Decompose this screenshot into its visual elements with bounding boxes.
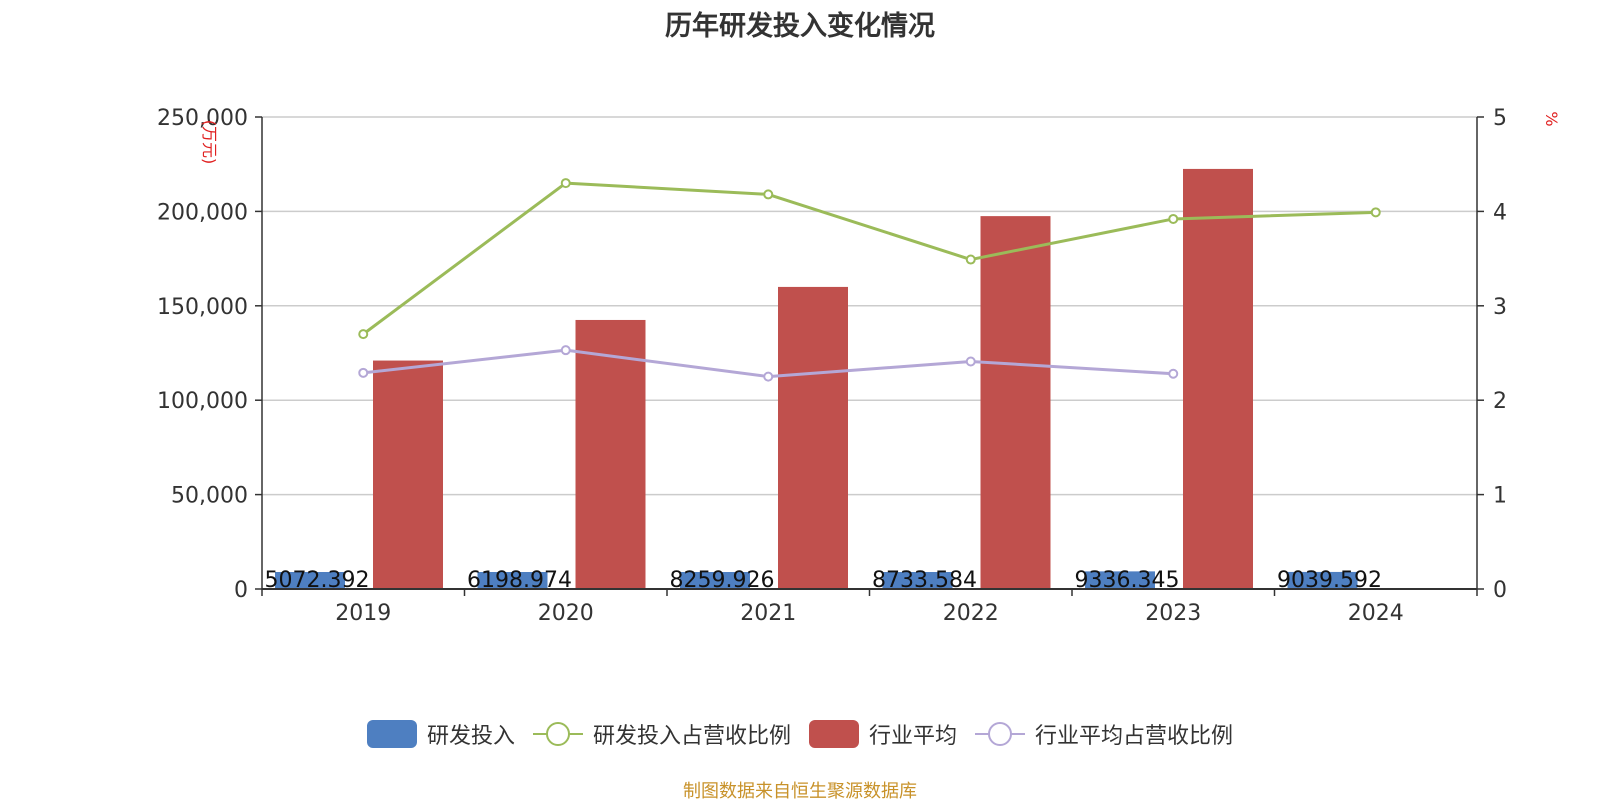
point-industry-ratio	[763, 371, 774, 382]
point-rd-ratio	[965, 254, 976, 265]
y-left-tick-label: 50,000	[171, 484, 248, 509]
y-right-tick-label: 5	[1493, 106, 1507, 131]
bar-rd-2023	[1085, 571, 1155, 589]
bar-industry-2021	[778, 286, 848, 589]
legend-swatch-industry-ratio	[975, 720, 1026, 748]
legend-label-rd: 研发投入	[426, 724, 515, 749]
bar-rd-2021	[680, 572, 750, 589]
legend-label-industry-ratio: 行业平均占营收比例	[1035, 724, 1234, 749]
point-rd-ratio	[560, 178, 571, 189]
y-right-tick-label: 0	[1493, 578, 1507, 603]
y-right-tick-label: 1	[1493, 484, 1507, 509]
y-left-tick-label: 200,000	[157, 200, 248, 225]
x-tick-label-2022: 2022	[943, 601, 999, 626]
line-rd-ratio	[362, 181, 1376, 336]
data-label-rd-2024: 9039.592	[1277, 568, 1382, 593]
legend-label-rd-ratio: 研发投入占营收比例	[592, 724, 791, 749]
data-label-rd-2021: 8259.926	[670, 568, 775, 593]
y-left-tick-label: 0	[234, 578, 248, 603]
x-tick-label-2023: 2023	[1145, 601, 1201, 626]
point-industry-ratio	[358, 367, 369, 378]
bar-rd-2024	[1287, 571, 1358, 589]
bar-industry-2022	[980, 216, 1051, 589]
y-right-tick-label: 3	[1493, 295, 1507, 320]
point-industry-ratio	[560, 345, 571, 356]
y-right-tick-label: 4	[1493, 200, 1507, 225]
data-label-rd-2023: 9336.345	[1075, 568, 1180, 593]
bar-rd-2020	[477, 572, 548, 589]
legend-label-industry: 行业平均	[869, 724, 958, 749]
x-tick-label-2024: 2024	[1348, 601, 1404, 626]
legend-item-industry[interactable]: 行业平均	[809, 718, 957, 750]
point-industry-ratio	[1168, 368, 1179, 379]
bar-rd-2019	[275, 572, 345, 589]
legend-item-industry-ratio[interactable]: 行业平均占营收比例	[975, 718, 1233, 750]
point-industry-ratio	[965, 356, 976, 367]
bar-industry-2019	[373, 360, 443, 589]
bar-industry-2023	[1183, 168, 1253, 590]
x-tick-label-2019: 2019	[335, 601, 391, 626]
data-label-rd-2022: 8733.584	[872, 568, 977, 593]
legend-swatch-rd	[366, 720, 417, 748]
point-rd-ratio	[1370, 207, 1381, 218]
data-label-rd-2020: 6198.974	[467, 568, 572, 593]
legend-item-rd-ratio[interactable]: 研发投入占营收比例	[532, 718, 791, 750]
legend-swatch-industry	[809, 720, 859, 748]
y-left-tick-label: 150,000	[157, 295, 248, 320]
bar-industry-2020	[575, 319, 646, 589]
chart-title: 历年研发投入变化情况	[665, 11, 935, 42]
y-left-tick-label: 100,000	[157, 389, 248, 414]
legend: 研发投入 研发投入占营收比例 行业平均 行业平均占营收比例	[0, 718, 1600, 750]
bar-rd-2022	[882, 572, 953, 589]
point-rd-ratio	[1168, 213, 1179, 224]
y-right-tick-label: 2	[1493, 389, 1507, 414]
y-right-unit: %	[1542, 111, 1561, 126]
point-rd-ratio	[358, 329, 369, 340]
point-rd-ratio	[763, 189, 774, 200]
legend-swatch-rd-ratio	[532, 720, 583, 748]
x-tick-label-2021: 2021	[740, 601, 796, 626]
data-label-rd-2019: 5072.392	[265, 568, 370, 593]
y-left-tick-label: 250,000	[157, 106, 248, 131]
source-note: 制图数据来自恒生聚源数据库	[683, 781, 917, 802]
y-left-unit: (万元)	[200, 120, 219, 165]
legend-item-rd[interactable]: 研发投入	[366, 718, 515, 750]
x-tick-label-2020: 2020	[538, 601, 594, 626]
